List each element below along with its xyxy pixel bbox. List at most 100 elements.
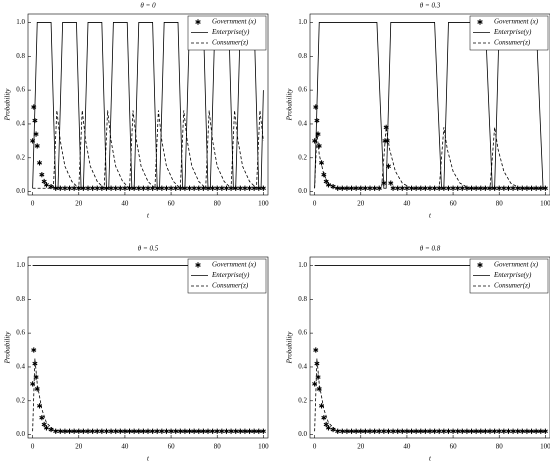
y-tick-label: 0.4	[298, 363, 307, 371]
data-marker	[131, 428, 137, 434]
data-marker	[39, 172, 45, 178]
data-marker	[247, 185, 253, 191]
data-marker	[117, 185, 123, 191]
data-marker	[219, 185, 225, 191]
data-marker	[422, 428, 428, 434]
data-marker	[478, 428, 484, 434]
data-marker	[108, 185, 114, 191]
x-tick-label: 20	[357, 200, 365, 208]
data-line	[32, 110, 264, 190]
data-marker	[187, 185, 193, 191]
data-marker	[321, 172, 327, 178]
y-tick-label: 0.8	[16, 52, 25, 60]
data-marker	[316, 386, 322, 392]
x-tick-label: 60	[450, 200, 458, 208]
data-marker	[94, 185, 100, 191]
data-marker	[41, 421, 47, 428]
data-marker	[71, 185, 77, 191]
y-tick-label: 0.4	[16, 120, 25, 128]
y-tick-label: 0.2	[16, 153, 25, 161]
plot-frame	[309, 13, 550, 196]
data-marker	[418, 428, 424, 434]
plot-frame	[27, 13, 269, 196]
legend-label: Government (x)	[212, 261, 257, 269]
data-line	[314, 358, 546, 432]
y-tick-label: 1.0	[16, 18, 25, 26]
data-marker	[339, 185, 345, 191]
panel: θ = 0.3 t Probability 0 20 40 60 80 100 0.0 0.2 0.4…	[286, 2, 550, 220]
data-marker	[187, 428, 193, 434]
data-marker	[196, 428, 202, 434]
x-axis-label: t	[429, 212, 432, 220]
data-marker	[538, 185, 544, 191]
data-marker	[57, 185, 63, 191]
x-tick-label: 0	[313, 200, 317, 208]
data-marker	[325, 425, 331, 431]
data-marker	[247, 428, 253, 434]
x-tick-label: 0	[31, 443, 35, 451]
data-marker	[76, 428, 82, 434]
legend-box	[187, 15, 267, 51]
data-marker	[349, 428, 355, 434]
data-marker	[524, 185, 530, 191]
data-line	[314, 127, 546, 189]
data-marker	[496, 185, 502, 191]
y-tick-label: 1.0	[298, 261, 307, 269]
x-tick-label: 20	[75, 200, 83, 208]
data-marker	[358, 428, 364, 434]
y-tick-label: 0.0	[16, 430, 25, 438]
data-marker	[404, 428, 410, 434]
data-marker	[34, 143, 40, 149]
data-marker	[140, 428, 146, 434]
data-marker	[459, 185, 465, 191]
x-tick-label: 60	[168, 443, 176, 451]
legend-marker	[477, 19, 483, 25]
x-tick-label: 20	[75, 443, 83, 451]
data-marker	[223, 185, 229, 191]
data-marker	[501, 185, 507, 191]
y-axis-label: Probability	[4, 331, 12, 365]
data-marker	[529, 428, 535, 434]
data-marker	[191, 185, 197, 191]
data-marker	[260, 185, 266, 191]
legend-label: Enterprise(y)	[493, 28, 532, 36]
y-tick-label: 0.4	[298, 120, 307, 128]
data-marker	[510, 185, 516, 191]
y-tick-label: 0.8	[298, 295, 307, 303]
data-marker	[37, 160, 43, 166]
data-marker	[529, 185, 535, 191]
x-tick-label: 0	[31, 200, 35, 208]
y-tick-label: 0.8	[16, 295, 25, 303]
data-marker	[390, 185, 396, 191]
x-tick-label: 40	[403, 200, 411, 208]
data-marker	[413, 428, 419, 434]
data-marker	[450, 185, 456, 191]
data-marker	[210, 185, 216, 191]
data-marker	[344, 185, 350, 191]
x-tick-label: 0	[313, 443, 317, 451]
y-tick-label: 0.2	[298, 153, 307, 161]
data-marker	[251, 428, 257, 434]
data-marker	[473, 185, 479, 191]
plot-frame	[27, 256, 269, 439]
data-marker	[388, 180, 394, 186]
legend-box	[187, 258, 267, 294]
y-tick-label: 0.6	[298, 329, 307, 337]
data-marker	[323, 421, 329, 428]
data-marker	[62, 428, 68, 434]
data-marker	[469, 428, 475, 434]
x-tick-label: 40	[121, 200, 129, 208]
panel: θ = 0.5 t Probability 0 20 40 60 80 100 0.0 0.2 0.4…	[4, 245, 270, 461]
data-marker	[409, 428, 415, 434]
data-marker	[127, 428, 133, 434]
data-marker	[122, 185, 128, 191]
data-marker	[330, 183, 336, 190]
data-marker	[445, 185, 451, 191]
legend-label: Enterprise(y)	[493, 271, 532, 279]
data-marker	[413, 185, 419, 191]
data-marker	[163, 185, 169, 191]
data-marker	[399, 185, 405, 191]
data-marker	[71, 428, 77, 434]
data-marker	[31, 347, 37, 353]
data-marker	[53, 428, 59, 434]
